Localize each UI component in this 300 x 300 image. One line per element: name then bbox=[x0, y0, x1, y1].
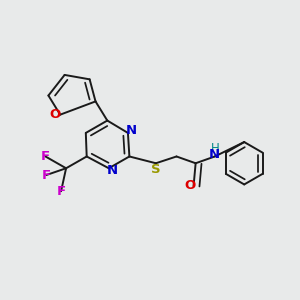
Text: F: F bbox=[42, 169, 51, 182]
Text: N: N bbox=[209, 148, 220, 160]
Text: H: H bbox=[210, 142, 219, 155]
Text: N: N bbox=[126, 124, 137, 137]
Text: O: O bbox=[184, 179, 196, 192]
Text: N: N bbox=[107, 164, 118, 177]
Text: F: F bbox=[56, 185, 66, 198]
Text: F: F bbox=[41, 150, 50, 163]
Text: S: S bbox=[151, 163, 161, 176]
Text: O: O bbox=[49, 108, 61, 121]
